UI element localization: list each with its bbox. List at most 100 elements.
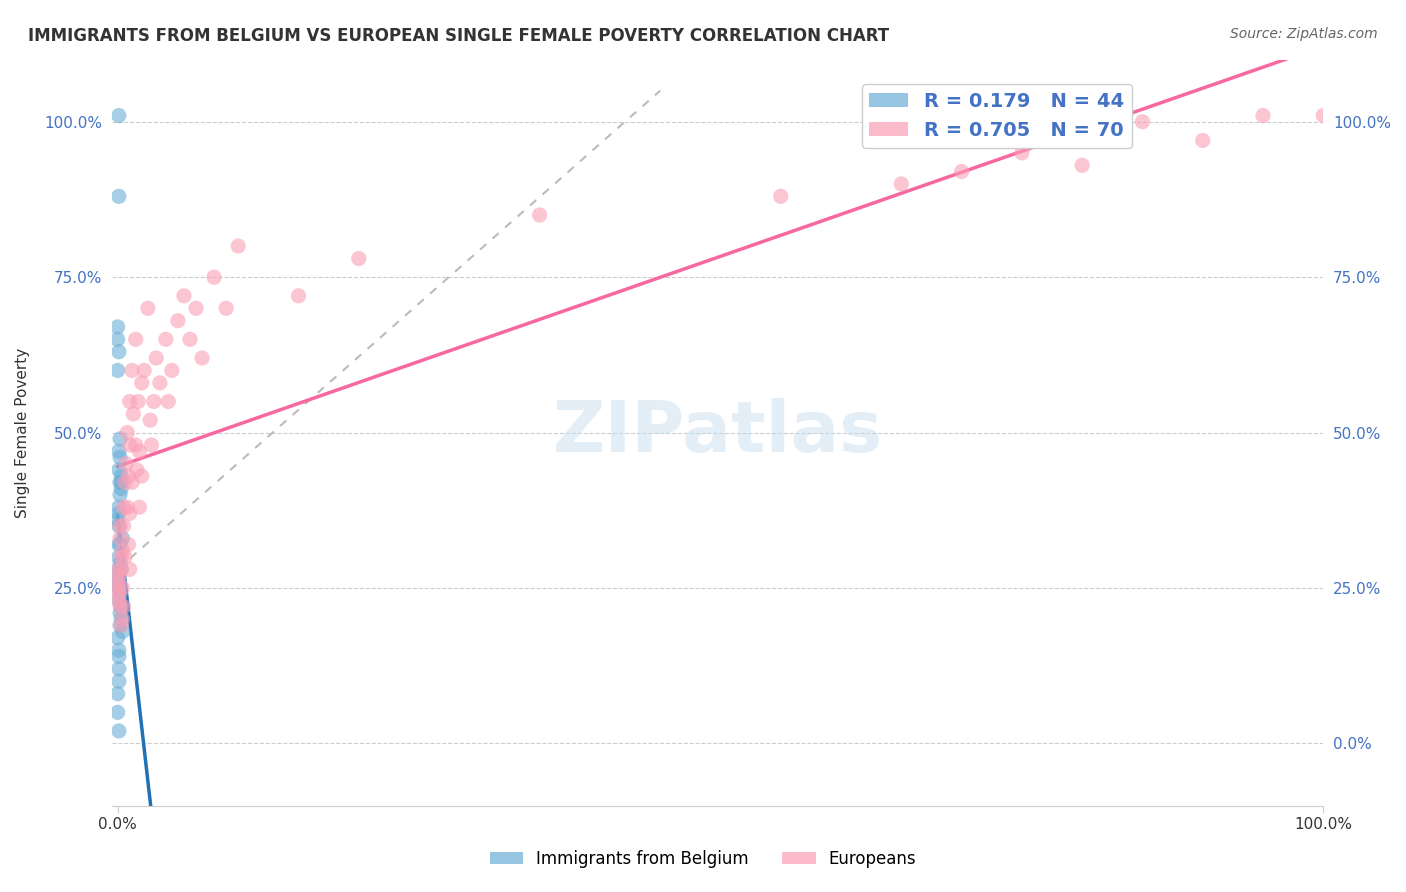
Point	[110, 562, 132, 576]
Point	[1132, 115, 1154, 129]
Point	[108, 450, 131, 465]
Point	[117, 500, 139, 515]
Point	[108, 568, 131, 582]
Point	[226, 239, 249, 253]
Point	[108, 643, 131, 657]
Point	[108, 662, 131, 676]
Point	[121, 363, 143, 377]
Point	[110, 562, 132, 576]
Point	[108, 568, 131, 582]
Point	[111, 531, 134, 545]
Point	[108, 581, 131, 595]
Point	[202, 270, 225, 285]
Point	[1071, 158, 1094, 172]
Point	[111, 581, 134, 595]
Point	[108, 537, 131, 551]
Point	[1011, 145, 1033, 160]
Point	[122, 407, 145, 421]
Point	[529, 208, 551, 222]
Point	[125, 463, 148, 477]
Point	[128, 444, 150, 458]
Point	[107, 574, 129, 589]
Point	[114, 475, 136, 490]
Point	[118, 507, 141, 521]
Point	[108, 562, 131, 576]
Point	[117, 469, 139, 483]
Point	[142, 394, 165, 409]
Point	[108, 507, 131, 521]
Point	[108, 581, 131, 595]
Point	[108, 593, 131, 607]
Text: ZIPatlas: ZIPatlas	[553, 398, 883, 467]
Point	[131, 469, 153, 483]
Point	[108, 500, 131, 515]
Point	[950, 164, 973, 178]
Point	[149, 376, 172, 390]
Point	[287, 289, 309, 303]
Point	[108, 444, 131, 458]
Point	[108, 618, 131, 632]
Point	[108, 674, 131, 689]
Point	[110, 549, 132, 564]
Point	[890, 177, 912, 191]
Point	[115, 457, 138, 471]
Point	[179, 332, 201, 346]
Point	[107, 332, 129, 346]
Point	[121, 475, 143, 490]
Point	[108, 649, 131, 664]
Point	[107, 687, 129, 701]
Point	[107, 319, 129, 334]
Point	[155, 332, 177, 346]
Point	[108, 593, 131, 607]
Point	[110, 612, 132, 626]
Point	[108, 344, 131, 359]
Point	[108, 549, 131, 564]
Point	[131, 376, 153, 390]
Point	[128, 500, 150, 515]
Legend: R = 0.179   N = 44, R = 0.705   N = 70: R = 0.179 N = 44, R = 0.705 N = 70	[862, 84, 1132, 147]
Point	[118, 562, 141, 576]
Point	[141, 438, 163, 452]
Point	[110, 482, 132, 496]
Point	[107, 513, 129, 527]
Point	[157, 394, 180, 409]
Point	[110, 475, 132, 490]
Y-axis label: Single Female Poverty: Single Female Poverty	[15, 348, 30, 517]
Point	[108, 574, 131, 589]
Point	[108, 109, 131, 123]
Point	[108, 724, 131, 739]
Point	[107, 363, 129, 377]
Point	[117, 425, 139, 440]
Point	[108, 562, 131, 576]
Point	[112, 519, 135, 533]
Point	[108, 587, 131, 601]
Point	[1191, 133, 1213, 147]
Legend: Immigrants from Belgium, Europeans: Immigrants from Belgium, Europeans	[482, 844, 924, 875]
Point	[160, 363, 183, 377]
Point	[127, 394, 149, 409]
Point	[184, 301, 207, 316]
Point	[1312, 109, 1334, 123]
Point	[108, 606, 131, 620]
Text: Source: ZipAtlas.com: Source: ZipAtlas.com	[1230, 27, 1378, 41]
Point	[108, 488, 131, 502]
Point	[173, 289, 195, 303]
Point	[112, 500, 135, 515]
Point	[167, 314, 190, 328]
Point	[125, 332, 148, 346]
Point	[108, 537, 131, 551]
Point	[108, 556, 131, 570]
Point	[107, 706, 129, 720]
Point	[1251, 109, 1274, 123]
Point	[191, 351, 214, 365]
Point	[108, 599, 131, 614]
Point	[112, 599, 135, 614]
Point	[117, 537, 139, 551]
Point	[111, 543, 134, 558]
Text: IMMIGRANTS FROM BELGIUM VS EUROPEAN SINGLE FEMALE POVERTY CORRELATION CHART: IMMIGRANTS FROM BELGIUM VS EUROPEAN SING…	[28, 27, 889, 45]
Point	[108, 432, 131, 446]
Point	[145, 351, 167, 365]
Point	[134, 363, 156, 377]
Point	[108, 463, 131, 477]
Point	[111, 612, 134, 626]
